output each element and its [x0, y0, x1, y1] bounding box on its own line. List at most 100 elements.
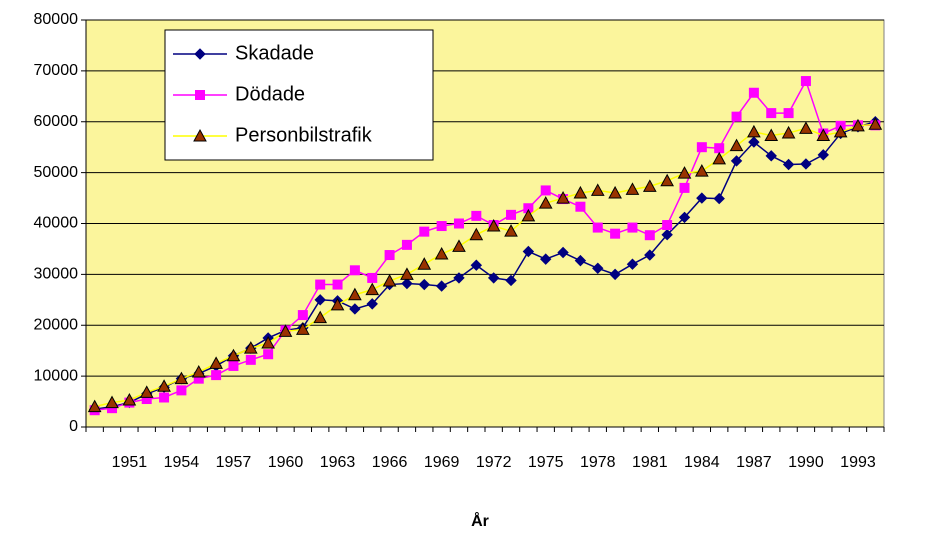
marker [540, 185, 551, 196]
marker [730, 155, 743, 167]
marker [435, 280, 448, 292]
marker [471, 210, 482, 221]
marker [800, 158, 812, 170]
marker [662, 220, 673, 231]
series-line [94, 79, 876, 411]
y-tick-label: 30000 [34, 266, 79, 283]
marker [366, 298, 378, 310]
marker [506, 209, 517, 220]
marker [677, 166, 692, 179]
marker [384, 250, 395, 261]
series-line [94, 121, 876, 410]
marker [782, 158, 795, 171]
marker [209, 356, 223, 369]
marker [401, 277, 413, 290]
marker [348, 287, 362, 301]
marker [540, 253, 552, 265]
marker [159, 392, 170, 403]
marker [868, 117, 883, 130]
legend-label: Dödade [235, 83, 305, 105]
marker [592, 222, 603, 233]
marker [297, 310, 308, 321]
x-tick-label: 1966 [372, 454, 408, 471]
marker [261, 336, 275, 349]
marker [816, 128, 831, 141]
marker [87, 399, 102, 413]
legend-marker [193, 128, 207, 142]
marker [833, 124, 848, 138]
marker [191, 365, 206, 378]
marker [139, 385, 154, 398]
marker [263, 349, 274, 360]
marker [644, 249, 656, 261]
x-tick-label: 1978 [580, 454, 616, 471]
x-tick-label: 1990 [788, 454, 824, 471]
marker [522, 245, 535, 258]
legend-marker-shape [193, 128, 207, 142]
marker [538, 196, 553, 209]
marker [748, 87, 759, 98]
marker [556, 191, 570, 204]
marker [332, 279, 343, 290]
marker [574, 254, 587, 267]
marker [661, 228, 673, 241]
legend-marker [195, 90, 205, 100]
marker [521, 208, 536, 222]
marker [469, 227, 484, 241]
marker [678, 211, 691, 224]
marker [626, 258, 639, 270]
marker [436, 221, 447, 232]
x-tick-label: 1960 [268, 454, 304, 471]
x-axis-title: År [471, 511, 489, 530]
x-tick-label: 1963 [320, 454, 356, 471]
x-tick-label: 1987 [736, 454, 772, 471]
marker [766, 108, 777, 119]
x-tick-label: 1957 [216, 454, 252, 471]
marker [486, 218, 501, 232]
marker [418, 278, 430, 291]
marker [627, 222, 638, 233]
marker [714, 143, 725, 154]
marker [644, 230, 655, 241]
x-tick-label: 1981 [632, 454, 668, 471]
x-tick-label: 1984 [684, 454, 720, 471]
marker [713, 192, 725, 205]
marker [609, 268, 621, 281]
marker [695, 164, 709, 177]
marker [174, 371, 189, 385]
marker [278, 324, 293, 337]
marker [505, 274, 517, 287]
marker [315, 279, 326, 290]
x-tick-label: 1954 [164, 454, 200, 471]
marker [434, 246, 449, 260]
marker [765, 150, 777, 162]
x-tick-label: 1975 [528, 454, 564, 471]
marker [453, 218, 464, 229]
marker [696, 192, 708, 204]
marker [314, 294, 326, 306]
marker [176, 385, 187, 396]
y-tick-label: 10000 [34, 367, 79, 384]
marker [349, 303, 361, 315]
marker [590, 183, 605, 196]
legend-marker-shape [194, 48, 206, 60]
marker [575, 201, 586, 212]
legend-marker [194, 48, 206, 60]
marker [817, 149, 829, 161]
marker [211, 370, 222, 381]
marker [504, 224, 518, 237]
marker [417, 257, 432, 270]
x-tick-label: 1993 [840, 454, 876, 471]
y-tick-label: 20000 [34, 316, 79, 333]
marker [313, 310, 328, 324]
marker [679, 182, 690, 193]
legend-marker-shape [195, 90, 205, 100]
legend-label: Personbilstrafik [235, 124, 373, 146]
y-tick-label: 40000 [34, 215, 79, 232]
marker [330, 297, 345, 311]
y-tick-label: 60000 [34, 113, 79, 130]
legend-label: Skadade [235, 42, 314, 64]
marker [731, 111, 742, 122]
marker [382, 273, 397, 287]
